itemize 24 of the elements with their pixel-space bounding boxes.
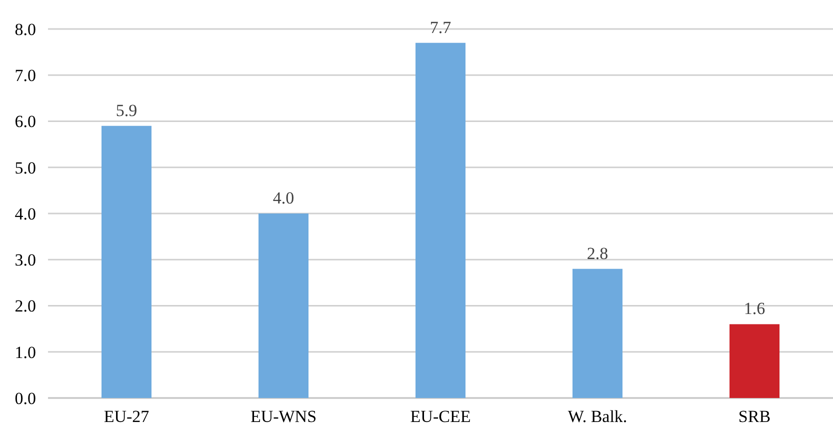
y-tick-label: 0.0 (14, 388, 36, 408)
y-tick-label: 1.0 (14, 342, 36, 362)
y-tick-label: 3.0 (14, 250, 36, 270)
data-label: 2.8 (586, 244, 608, 263)
bar (730, 324, 780, 398)
bar (258, 214, 308, 398)
y-tick-label: 2.0 (14, 296, 36, 316)
x-tick-label: SRB (738, 407, 771, 426)
y-tick-label: 6.0 (14, 112, 36, 132)
data-label: 4.0 (272, 188, 294, 208)
y-tick-label: 4.0 (14, 204, 36, 224)
bar (416, 42, 466, 398)
data-label: 5.9 (116, 100, 138, 120)
y-tick-label: 7.0 (14, 66, 36, 86)
x-tick-label: EU-27 (104, 407, 150, 426)
y-tick-label: 5.0 (14, 158, 36, 178)
bar (102, 126, 152, 398)
x-tick-label: EU-WNS (250, 407, 317, 426)
x-tick-label: W. Balk. (568, 407, 628, 426)
data-label: 7.7 (430, 18, 452, 37)
data-label: 1.6 (744, 299, 766, 318)
y-tick-label: 8.0 (14, 20, 36, 39)
x-tick-label: EU-CEE (410, 407, 471, 426)
bar (572, 268, 622, 398)
